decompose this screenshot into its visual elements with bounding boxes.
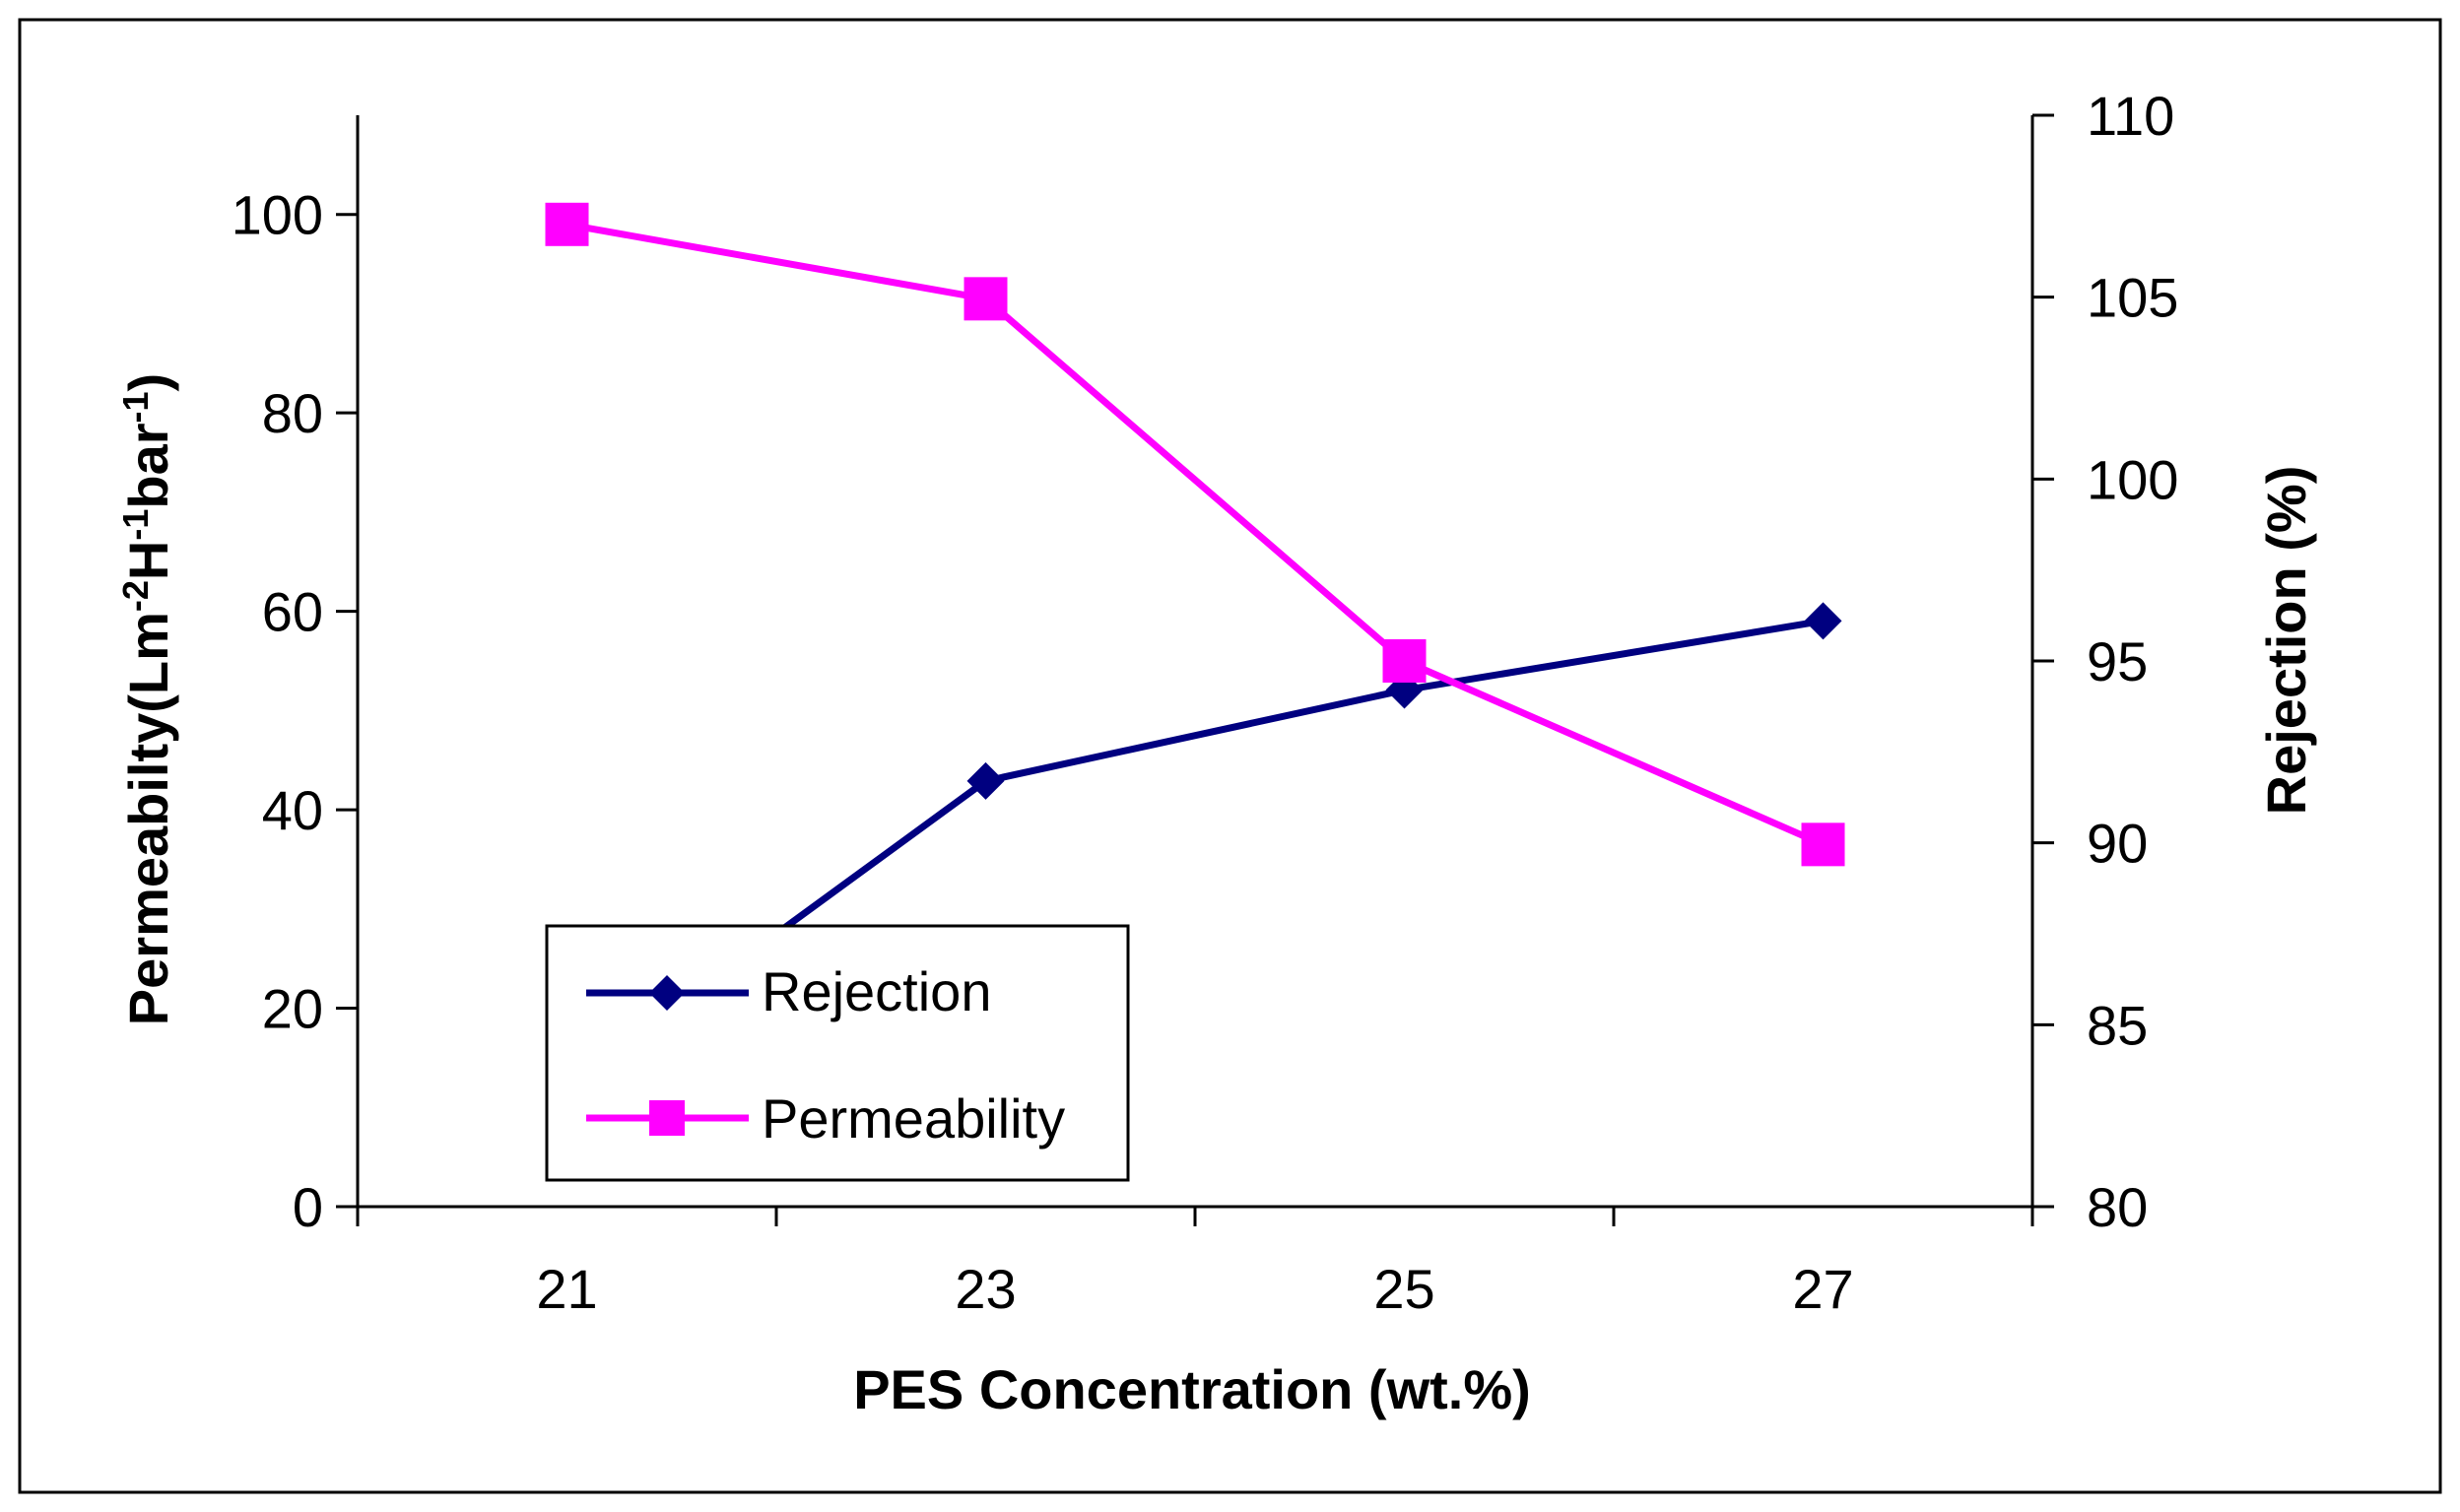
legend-label-rejection: Rejection (762, 960, 991, 1022)
data-point-permeability (1382, 639, 1427, 683)
x-tick-label: 27 (1792, 1258, 1853, 1320)
x-axis-title: PES Concentration (wt.%) (853, 1358, 1531, 1420)
y-right-tick-label: 110 (2087, 85, 2174, 147)
y-left-tick-label: 40 (262, 779, 323, 841)
y-right-tick-label: 85 (2087, 994, 2148, 1056)
y-left-tick-label: 80 (262, 382, 323, 444)
x-tick-label: 21 (536, 1258, 597, 1320)
legend: Rejection Permeability (545, 924, 1130, 1182)
legend-marker-rejection (649, 975, 685, 1011)
data-point-rejection (1804, 602, 1842, 640)
y-left-tick-label: 20 (262, 978, 323, 1040)
y-left-title-main: Permeabilty(Lm (117, 612, 179, 1025)
y-right-tick-label: 80 (2087, 1176, 2148, 1238)
y-left-tick-label: 60 (262, 581, 323, 643)
x-tick-label: 25 (1373, 1258, 1434, 1320)
data-point-permeability (1801, 822, 1845, 867)
x-tick-label: 23 (955, 1258, 1016, 1320)
legend-label-permeability: Permeability (762, 1087, 1065, 1150)
y-left-title-mid1: H (117, 541, 179, 580)
data-point-rejection (966, 761, 1005, 800)
legend-marker-permeability (649, 1100, 685, 1136)
y-left-title-sup2: -1 (115, 509, 156, 541)
y-left-title-sup1: -2 (115, 580, 156, 612)
axes: 0 20 40 60 80 100 80 85 90 95 100 105 110 21 23 25 27 (232, 85, 2179, 1320)
y-axis-right-title: Rejection (%) (2255, 466, 2317, 816)
data-point-permeability (964, 277, 1008, 321)
y-left-title-mid2: bar (117, 423, 179, 508)
y-left-tick-label: 0 (293, 1176, 323, 1238)
y-right-tick-label: 105 (2087, 267, 2178, 329)
data-point-permeability (545, 202, 589, 246)
y-right-tick-label: 90 (2087, 813, 2148, 875)
y-axis-left-title: Permeabilty(Lm-2H-1bar-1) (115, 373, 179, 1025)
y-left-title-end: ) (117, 373, 179, 392)
series-line-permeability (565, 221, 1825, 848)
y-right-tick-label: 95 (2087, 630, 2148, 692)
legend-box (545, 924, 1130, 1182)
y-right-tick-label: 100 (2087, 448, 2178, 510)
y-left-tick-label: 100 (232, 184, 323, 246)
y-left-title-sup3: -1 (115, 391, 156, 423)
outer-frame (18, 18, 2442, 1494)
